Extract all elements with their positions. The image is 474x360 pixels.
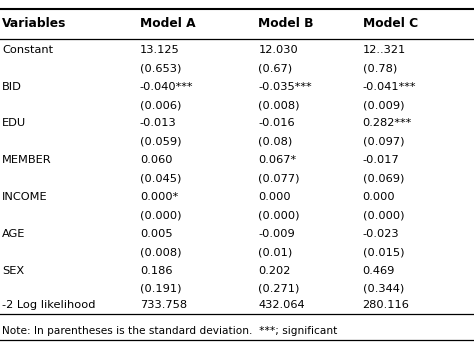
Text: 280.116: 280.116: [363, 300, 410, 310]
Text: (0.000): (0.000): [363, 210, 404, 220]
Text: 12..321: 12..321: [363, 45, 406, 55]
Text: (0.097): (0.097): [363, 137, 404, 147]
Text: 0.000: 0.000: [363, 192, 395, 202]
Text: INCOME: INCOME: [2, 192, 48, 202]
Text: -0.023: -0.023: [363, 229, 399, 239]
Text: 0.005: 0.005: [140, 229, 173, 239]
Text: (0.653): (0.653): [140, 63, 181, 73]
Text: 0.000: 0.000: [258, 192, 291, 202]
Text: 432.064: 432.064: [258, 300, 305, 310]
Text: 0.282***: 0.282***: [363, 118, 412, 129]
Text: 0.469: 0.469: [363, 266, 395, 275]
Text: (0.000): (0.000): [258, 210, 300, 220]
Text: -0.013: -0.013: [140, 118, 177, 129]
Text: -2 Log likelihood: -2 Log likelihood: [2, 300, 96, 310]
Text: Model C: Model C: [363, 17, 418, 30]
Text: (0.008): (0.008): [140, 247, 182, 257]
Text: (0.069): (0.069): [363, 174, 404, 184]
Text: -0.041***: -0.041***: [363, 82, 416, 92]
Text: 12.030: 12.030: [258, 45, 298, 55]
Text: -0.040***: -0.040***: [140, 82, 193, 92]
Text: Model B: Model B: [258, 17, 314, 30]
Text: (0.077): (0.077): [258, 174, 300, 184]
Text: -0.017: -0.017: [363, 155, 400, 165]
Text: 0.186: 0.186: [140, 266, 173, 275]
Text: Model A: Model A: [140, 17, 195, 30]
Text: -0.009: -0.009: [258, 229, 295, 239]
Text: (0.015): (0.015): [363, 247, 404, 257]
Text: MEMBER: MEMBER: [2, 155, 52, 165]
Text: (0.191): (0.191): [140, 284, 182, 294]
Text: (0.271): (0.271): [258, 284, 300, 294]
Text: (0.01): (0.01): [258, 247, 292, 257]
Text: (0.344): (0.344): [363, 284, 404, 294]
Text: SEX: SEX: [2, 266, 25, 275]
Text: -0.016: -0.016: [258, 118, 295, 129]
Text: (0.67): (0.67): [258, 63, 292, 73]
Text: (0.045): (0.045): [140, 174, 181, 184]
Text: (0.006): (0.006): [140, 100, 181, 110]
Text: (0.78): (0.78): [363, 63, 397, 73]
Text: (0.009): (0.009): [363, 100, 404, 110]
Text: -0.035***: -0.035***: [258, 82, 312, 92]
Text: 13.125: 13.125: [140, 45, 180, 55]
Text: 0.060: 0.060: [140, 155, 173, 165]
Text: 0.202: 0.202: [258, 266, 291, 275]
Text: 0.000*: 0.000*: [140, 192, 178, 202]
Text: 733.758: 733.758: [140, 300, 187, 310]
Text: AGE: AGE: [2, 229, 26, 239]
Text: (0.008): (0.008): [258, 100, 300, 110]
Text: (0.059): (0.059): [140, 137, 182, 147]
Text: 0.067*: 0.067*: [258, 155, 296, 165]
Text: (0.08): (0.08): [258, 137, 292, 147]
Text: BID: BID: [2, 82, 22, 92]
Text: EDU: EDU: [2, 118, 27, 129]
Text: (0.000): (0.000): [140, 210, 182, 220]
Text: Variables: Variables: [2, 17, 67, 30]
Text: Constant: Constant: [2, 45, 54, 55]
Text: Note: In parentheses is the standard deviation.  ***; significant: Note: In parentheses is the standard dev…: [2, 326, 338, 336]
